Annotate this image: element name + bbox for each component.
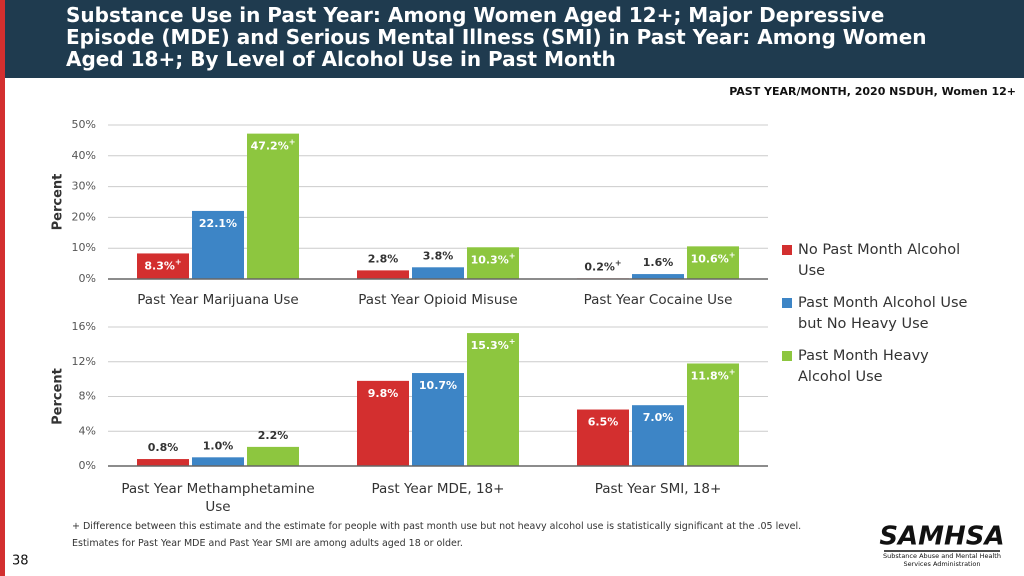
data-label: 10.6%+ bbox=[691, 250, 736, 265]
x-tick-label: Past Year MDE, 18+ bbox=[371, 481, 505, 497]
bar bbox=[632, 405, 684, 466]
y-tick-label: 30% bbox=[72, 180, 96, 193]
data-label: 8.3%+ bbox=[144, 257, 181, 272]
data-label: 11.8%+ bbox=[691, 367, 736, 382]
y-axis-label: Percent bbox=[51, 368, 66, 425]
logo-tagline: Services Administration bbox=[903, 560, 980, 568]
data-label: 6.5% bbox=[588, 416, 619, 429]
data-label: 22.1% bbox=[199, 217, 237, 230]
data-label: 1.0% bbox=[203, 439, 234, 452]
data-label: 0.8% bbox=[148, 441, 179, 454]
data-label: 15.3%+ bbox=[471, 337, 516, 352]
legend-swatch bbox=[782, 245, 792, 255]
legend-swatch bbox=[782, 298, 792, 308]
y-tick-label: 0% bbox=[79, 459, 96, 472]
bar bbox=[412, 373, 464, 466]
data-label: 2.2% bbox=[258, 429, 289, 442]
data-label: 9.8% bbox=[368, 387, 399, 400]
slide-title: Substance Use in Past Year: Among Women … bbox=[66, 3, 927, 71]
bar bbox=[137, 253, 189, 279]
logo-name: SAMHSA bbox=[879, 522, 1004, 552]
footnote: Estimates for Past Year MDE and Past Yea… bbox=[72, 538, 463, 549]
y-tick-label: 16% bbox=[72, 320, 96, 333]
y-tick-label: 50% bbox=[72, 118, 96, 131]
x-tick-label: Past Year Methamphetamine Use bbox=[121, 481, 315, 515]
bar bbox=[467, 247, 519, 279]
data-label: 0.2%+ bbox=[584, 258, 621, 273]
data-label: 3.8% bbox=[423, 249, 454, 262]
x-tick-label: Past Year Opioid Misuse bbox=[358, 292, 518, 308]
side-stripe bbox=[0, 0, 5, 576]
data-label: 47.2%+ bbox=[251, 138, 296, 153]
data-label: 2.8% bbox=[368, 252, 399, 265]
bar bbox=[357, 270, 409, 279]
y-tick-label: 8% bbox=[79, 390, 96, 403]
y-tick-label: 0% bbox=[79, 272, 96, 285]
y-tick-label: 4% bbox=[79, 424, 96, 437]
data-label: 7.0% bbox=[643, 411, 674, 424]
legend-label: Past Month Heavy Alcohol Use bbox=[798, 348, 929, 385]
bar bbox=[577, 409, 629, 466]
bar bbox=[192, 210, 244, 279]
bar bbox=[687, 363, 739, 466]
logo-tagline: Substance Abuse and Mental Health bbox=[883, 552, 1001, 560]
bar bbox=[632, 274, 684, 279]
bar bbox=[467, 333, 519, 466]
data-label: 10.3%+ bbox=[471, 251, 516, 266]
footnote: + Difference between this estimate and t… bbox=[72, 521, 802, 532]
legend-label: No Past Month Alcohol Use bbox=[798, 242, 961, 279]
legend-item: Past Month Alcohol Use but No Heavy Use bbox=[782, 293, 982, 335]
legend-item: No Past Month Alcohol Use bbox=[782, 240, 982, 282]
bar bbox=[412, 267, 464, 279]
data-label: 1.6% bbox=[643, 256, 674, 269]
y-tick-label: 20% bbox=[72, 210, 96, 223]
page-number: 38 bbox=[12, 554, 29, 569]
bar bbox=[137, 459, 189, 466]
y-tick-label: 10% bbox=[72, 241, 96, 254]
title-band bbox=[5, 0, 1024, 78]
y-axis-label: Percent bbox=[51, 174, 66, 231]
bar bbox=[192, 457, 244, 466]
x-tick-label: Past Year Cocaine Use bbox=[583, 292, 733, 308]
legend-swatch bbox=[782, 351, 792, 361]
x-tick-label: Past Year SMI, 18+ bbox=[594, 481, 722, 497]
y-tick-label: 12% bbox=[72, 355, 96, 368]
bar bbox=[357, 380, 409, 466]
data-label: 10.7% bbox=[419, 379, 457, 392]
legend-item: Past Month Heavy Alcohol Use bbox=[782, 346, 982, 388]
x-tick-label: Past Year Marijuana Use bbox=[137, 292, 299, 308]
bar bbox=[687, 246, 739, 279]
subtitle: PAST YEAR/MONTH, 2020 NSDUH, Women 12+ bbox=[729, 85, 1016, 98]
bar bbox=[247, 446, 299, 466]
y-tick-label: 40% bbox=[72, 149, 96, 162]
bar bbox=[247, 133, 299, 279]
legend-label: Past Month Alcohol Use but No Heavy Use bbox=[798, 295, 968, 332]
